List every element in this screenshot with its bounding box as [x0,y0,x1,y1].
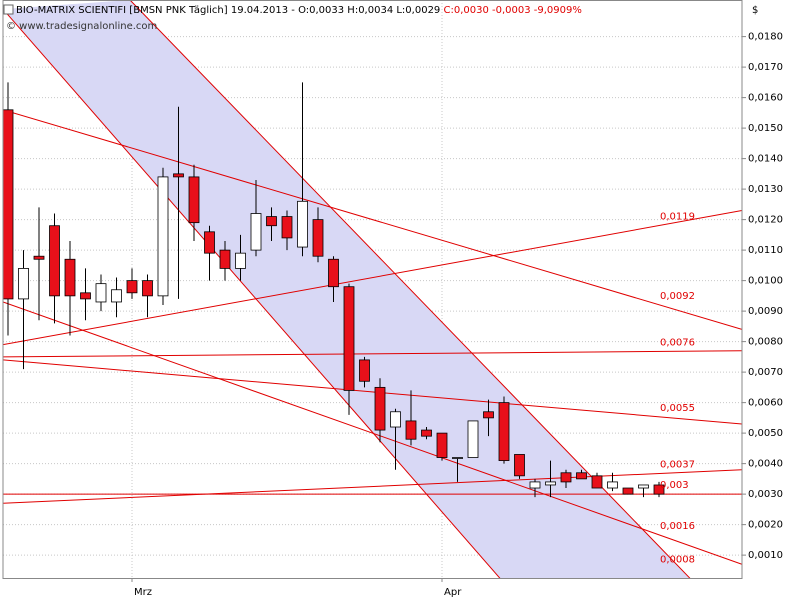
candle-body [297,200,308,248]
trend-label: 0,0037 [660,459,695,470]
trend-label: 0,003 [660,480,689,491]
y-tick-label: 0,0050 [748,428,783,439]
candle-body [498,402,510,461]
candle-body [3,109,14,300]
candle-body [653,484,665,495]
y-tick-label: 0,0130 [748,184,783,195]
candle-body [560,472,572,483]
candle-body [188,176,200,224]
title-text: BIO-MATRIX SCIENTIFI [BMSN PNK Täglich] … [16,5,440,16]
trend-line [3,109,742,330]
trend-line [3,301,742,565]
candle-body [483,411,494,419]
trend-line [3,469,742,504]
candle-body [328,258,339,288]
candle-body [452,457,463,459]
y-unit: $ [752,5,758,16]
y-tick-label: 0,0140 [748,154,783,165]
watermark: © www.tradesignalonline.com [6,21,157,32]
candle-body [607,481,618,489]
candle-body [235,252,246,269]
candle-body [545,481,556,486]
chart-title: BIO-MATRIX SCIENTIFI [BMSN PNK Täglich] … [16,5,582,16]
candle-body [529,481,541,489]
y-tick-label: 0,0060 [748,398,783,409]
candle-body [622,487,634,495]
trend-line [3,359,742,425]
candle-body [18,268,29,300]
plot-frame [2,0,743,579]
trend-label: 0,0076 [660,337,695,348]
y-tick-label: 0,0180 [748,32,783,43]
trend-label: 0,0055 [660,403,695,414]
candle-body [33,255,45,260]
title-change: C:0,0030 -0,0003 -9,0909% [443,5,581,16]
y-tick-label: 0,0090 [748,306,783,317]
candle-body [64,258,76,297]
candle-body [157,176,169,297]
y-tick-label: 0,0170 [748,62,783,73]
candle-body [126,280,138,294]
title-icon [3,4,14,15]
y-tick-label: 0,0160 [748,93,783,104]
channel-lower [3,8,501,578]
trend-label: 0,0016 [660,521,695,532]
y-tick-label: 0,0150 [748,123,783,134]
candle-body [405,420,417,440]
candle-body [514,454,525,477]
y-tick-label: 0,0040 [748,459,783,470]
channel-label: 0,0008 [660,554,695,565]
candle-body [343,286,355,391]
trend-line [3,350,742,358]
candle-body [312,219,324,257]
trend-line [3,209,742,346]
candle-body [421,429,432,437]
candle-body [204,231,215,254]
candle-body [467,420,479,458]
candle-body [390,411,401,428]
candle-body [266,216,277,227]
candle-body [111,289,122,303]
candle-body [173,173,184,178]
candle-body [359,359,370,382]
candle-body [219,249,231,269]
y-tick-label: 0,0030 [748,489,783,500]
plot-area [3,0,742,578]
trend-label: 0,0092 [660,291,695,302]
candle-body [638,484,649,489]
candle-body [250,213,262,251]
y-tick-label: 0,0110 [748,245,783,256]
trend-label: 0,0119 [660,211,695,222]
y-tick-label: 0,0080 [748,337,783,348]
y-tick-label: 0,0010 [748,550,783,561]
y-tick-label: 0,0020 [748,520,783,531]
candle-body [95,283,107,303]
candle-body [281,216,293,239]
y-tick-label: 0,0120 [748,215,783,226]
candle-body [49,225,60,297]
candle-body [576,472,587,480]
candle-body [80,292,91,300]
candle-body [591,475,603,489]
y-tick-label: 0,0070 [748,367,783,378]
x-tick-label: Mrz [134,587,152,598]
y-tick-label: 0,0100 [748,276,783,287]
candle-body [436,432,448,458]
candle-body [142,280,153,297]
candle-body [374,386,386,431]
x-tick-label: Apr [444,587,462,598]
